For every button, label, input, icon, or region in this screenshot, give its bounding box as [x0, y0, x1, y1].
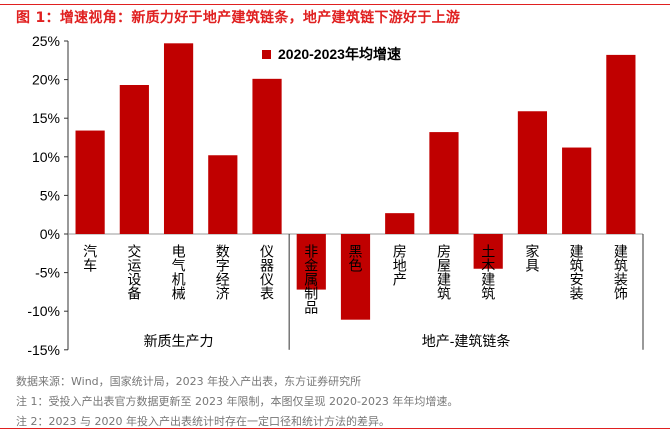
figure-title: 图 1：增速视角：新质力好于地产建筑链条，地产建筑链下游好于上游: [16, 10, 461, 26]
legend-swatch: [262, 50, 271, 59]
bar: [208, 155, 238, 234]
bar: [340, 234, 371, 320]
bar: [385, 213, 415, 234]
category-label: 非金属制品: [303, 244, 319, 314]
note-2: 注 2：2023 与 2020 年投入产出表统计时存在一定口径和统计方法的差异。: [16, 415, 390, 428]
category-label: 电气机械: [171, 244, 187, 300]
category-label: 交运设备: [126, 243, 142, 300]
category-label: 房地产: [392, 244, 408, 287]
bottom-rule: [0, 428, 670, 429]
category-label: 汽车: [82, 244, 98, 272]
source-note: 数据来源：Wind，国家统计局，2023 年投入产出表，东方证券研究所: [16, 375, 362, 388]
y-tick-label: -10%: [27, 303, 60, 319]
bar: [75, 130, 105, 234]
bar: [119, 85, 149, 234]
bar: [296, 234, 326, 290]
bar: [606, 54, 636, 235]
note-1: 注 1：受投入产出表官方数据更新至 2023 年限制，本图仅呈现 2020-20…: [16, 395, 459, 408]
bar: [163, 43, 194, 234]
category-label: 家具: [524, 243, 540, 272]
bar: [562, 147, 592, 234]
y-tick-label: -15%: [27, 342, 60, 358]
category-label: 数字经济: [215, 244, 231, 300]
y-tick-label: 0%: [40, 226, 60, 242]
category-label: 房屋建筑: [436, 244, 452, 301]
y-tick-label: -5%: [35, 265, 60, 281]
category-label: 黑色: [348, 244, 364, 272]
category-label: 仪器仪表: [259, 244, 275, 300]
y-tick-label: 20%: [32, 72, 60, 88]
y-tick-label: 25%: [32, 33, 60, 49]
category-label: 建筑安装: [569, 244, 585, 300]
y-tick-label: 10%: [32, 149, 60, 165]
bar-chart: 25% 20% 15% 10% 5% 0% -5% -10% -15% 汽车 交运设备 电气机械 数字经…: [27, 33, 644, 358]
bar: [429, 132, 459, 234]
legend-label: 2020-2023年均增速: [278, 46, 401, 62]
y-tick-label: 15%: [32, 110, 60, 126]
group-label: 地产-建筑链条: [422, 333, 511, 349]
bar: [517, 111, 548, 234]
y-tick-label: 5%: [40, 187, 60, 203]
category-label: 土木建筑: [480, 244, 496, 301]
group-label: 新质生产力: [144, 333, 214, 349]
bar: [473, 234, 503, 269]
top-rule: [0, 4, 670, 5]
category-label: 建筑装饰: [613, 244, 629, 300]
bar: [252, 78, 282, 234]
